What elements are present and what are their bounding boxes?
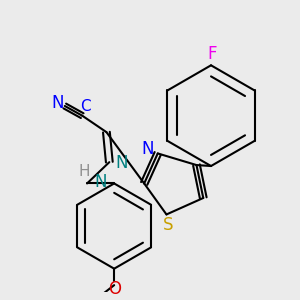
Text: F: F — [207, 45, 217, 63]
Text: S: S — [163, 216, 174, 234]
Text: N: N — [142, 140, 154, 158]
Text: H: H — [78, 164, 90, 179]
Text: O: O — [108, 280, 121, 298]
Text: N: N — [52, 94, 64, 112]
Text: N: N — [116, 154, 128, 172]
Text: C: C — [80, 99, 90, 114]
Text: N: N — [94, 173, 107, 191]
